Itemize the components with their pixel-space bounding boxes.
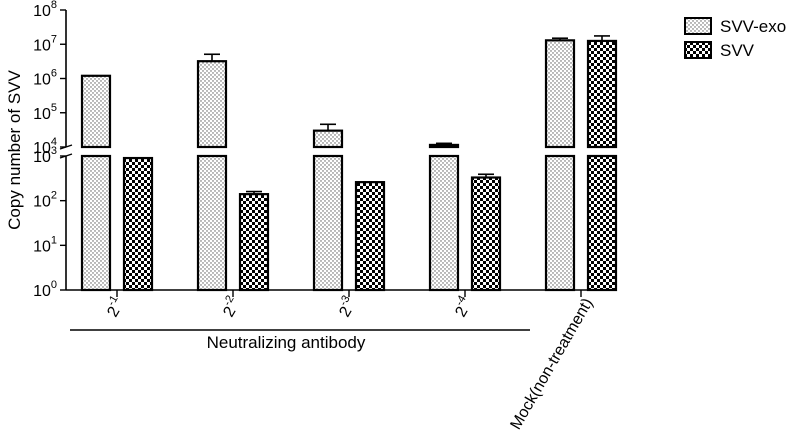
x-tick-label: Mock(non-treatment) [507,296,596,433]
y-axis-title: Copy number of SVV [5,70,24,230]
x-tick-label: 2-3 [333,294,361,321]
bars-layer [80,35,618,292]
y-tick-label: 102 [33,190,57,211]
x-tick-label: 2-4 [449,294,477,321]
bar-SVV [354,181,386,292]
bar-SVV-exo-lower [80,154,112,292]
bar-SVV-exo-lower [544,154,576,292]
bar-SVV [470,176,502,292]
bar-SVV-exo-lower [312,154,344,292]
bar-SVV [586,39,618,149]
x-tick-label: 2-1 [101,294,129,321]
bar-SVV-exo-lower [196,154,228,292]
y-tick-label: 105 [33,102,57,123]
group-label: Neutralizing antibody [207,333,366,352]
y-tick-label: 103 [33,145,57,166]
y-tick-label: 108 [33,0,57,20]
bar-SVV [238,193,270,292]
bar-SVV-exo [80,74,112,149]
legend-label-SVV: SVV [720,41,755,60]
x-tick-label: 2-2 [217,294,245,321]
legend-label-SVV-exo: SVV-exo [720,17,786,36]
bar-SVV-exo [312,129,344,149]
y-tick-label: 100 [33,279,57,300]
bar-SVV-exo [196,60,228,149]
legend-swatch-SVV-exo [684,17,712,35]
bar-SVV [122,156,154,292]
y-tick-label: 101 [33,234,57,255]
bar-SVV-exo-lower [428,154,460,292]
legend: SVV-exo SVV [684,17,786,60]
bar-SVV-lower [586,154,618,292]
bar-SVV-exo [544,39,576,149]
y-tick-label: 104 [33,136,57,157]
y-tick-label: 106 [33,68,57,89]
y-tick-label: 107 [33,33,57,54]
bar-SVV-exo [428,143,460,149]
legend-swatch-SVV [684,41,712,59]
